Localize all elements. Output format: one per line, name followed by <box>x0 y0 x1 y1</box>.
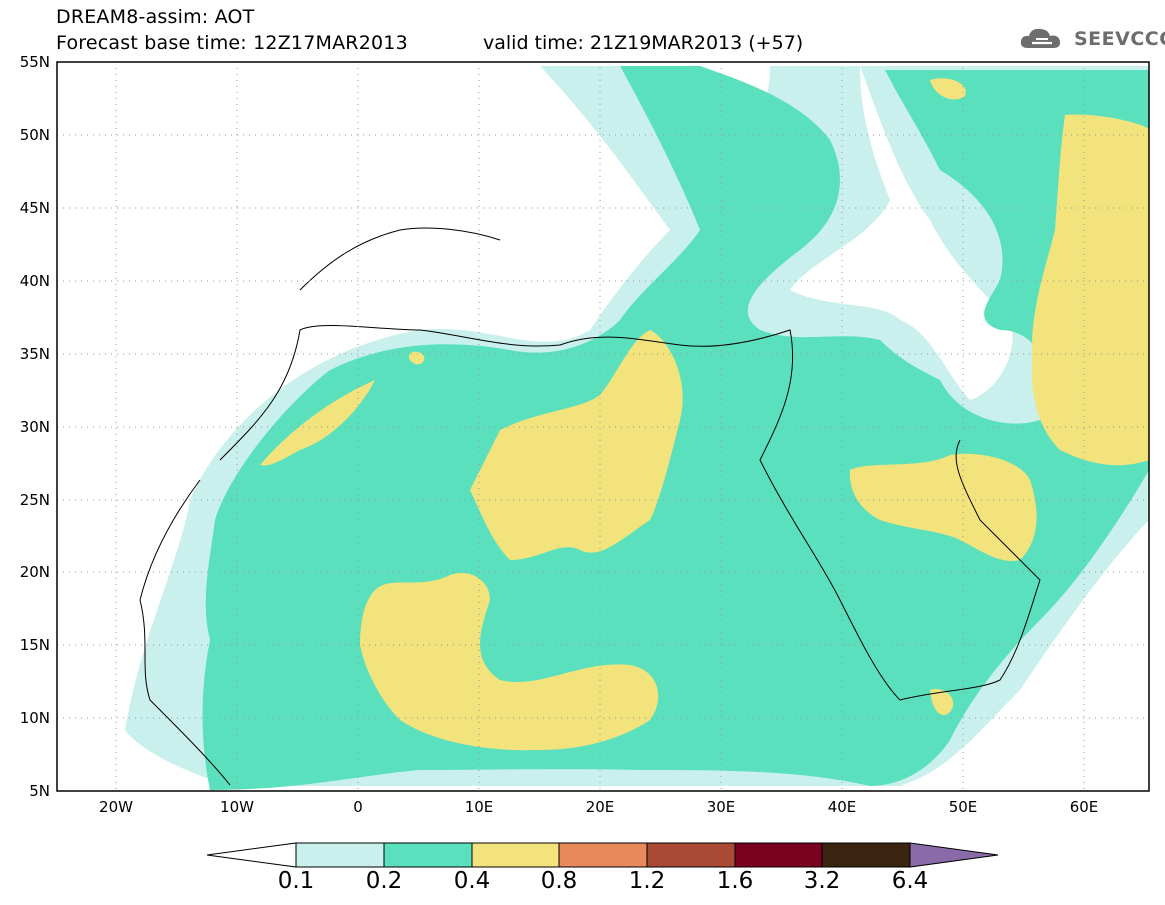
lat-label: 5N <box>29 782 50 800</box>
colorbar-cell <box>383 842 473 868</box>
lon-label: 40E <box>828 798 857 816</box>
valid-time: valid time: 21Z19MAR2013 (+57) <box>483 32 804 54</box>
forecast-base-time: Forecast base time: 12Z17MAR2013 <box>56 32 408 54</box>
lon-axis: 20W 10W 0 10E 20E 30E 40E 50E 60E <box>99 798 1098 816</box>
coastlines <box>139 227 1041 786</box>
lat-label: 50N <box>20 126 50 144</box>
lat-label: 15N <box>20 636 50 654</box>
colorbar-label: 3.2 <box>803 868 841 894</box>
grid <box>57 62 1149 791</box>
lat-label: 25N <box>20 491 50 509</box>
colorbar-label: 0.2 <box>365 868 403 894</box>
colorbar-cell <box>821 842 911 868</box>
colorbar-label: 1.2 <box>628 868 666 894</box>
colorbar-label: 0.4 <box>453 868 491 894</box>
lat-label: 20N <box>20 563 50 581</box>
colorbar-label: 0.8 <box>540 868 578 894</box>
colorbar-label: 0.1 <box>277 868 315 894</box>
map-frame <box>56 61 1150 792</box>
logo-text: SEEVCCC <box>1074 28 1165 50</box>
cloud-icon <box>1020 28 1061 48</box>
lon-label: 20W <box>99 798 133 816</box>
lat-label: 35N <box>20 345 50 363</box>
lat-label: 10N <box>20 709 50 727</box>
colorbar-above <box>909 842 999 868</box>
colorbar-cell <box>558 842 648 868</box>
lat-label: 55N <box>20 53 50 71</box>
seevccc-logo: SEEVCCC <box>1018 24 1165 54</box>
colorbar-cell <box>295 842 385 868</box>
lon-label: 0 <box>353 798 363 816</box>
colorbar-below <box>206 842 297 868</box>
lon-label: 30E <box>707 798 736 816</box>
lon-label: 20E <box>586 798 615 816</box>
colorbar-label: 6.4 <box>891 868 929 894</box>
lon-label: 10W <box>220 798 254 816</box>
lat-label: 45N <box>20 199 50 217</box>
lon-label: 10E <box>465 798 494 816</box>
colorbar-cell <box>646 842 736 868</box>
lon-label: 60E <box>1070 798 1099 816</box>
lat-label: 30N <box>20 418 50 436</box>
colorbar-cell <box>734 842 823 868</box>
colorbar-label: 1.6 <box>716 868 754 894</box>
map-title: DREAM8-assim: AOT <box>56 6 255 28</box>
aot-band-0.4 <box>260 78 1149 751</box>
lat-label: 40N <box>20 272 50 290</box>
colorbar-cell <box>471 842 560 868</box>
lon-label: 50E <box>949 798 978 816</box>
lat-axis: 55N 50N 45N 40N 35N 30N 25N 20N 15N 10N … <box>20 53 50 800</box>
colorbar <box>206 842 999 868</box>
